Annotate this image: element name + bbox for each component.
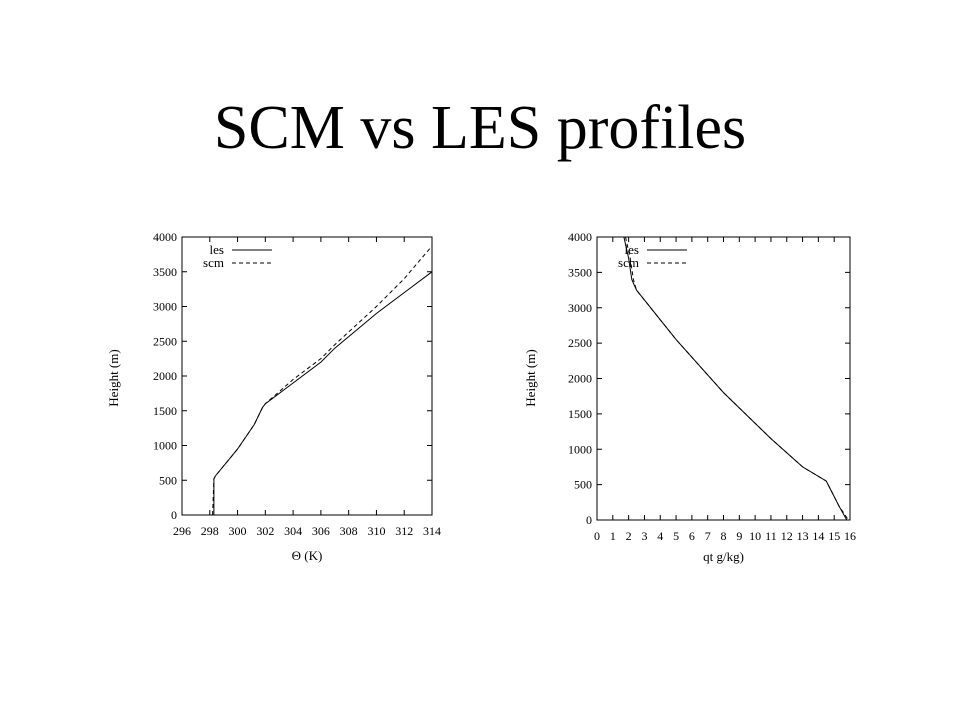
x-axis-label: qt g/kg) <box>703 549 744 564</box>
y-axis-label: Height (m) <box>106 349 121 406</box>
y-tick-label: 2500 <box>153 334 177 348</box>
y-tick-label: 2000 <box>568 372 592 386</box>
plot-frame <box>596 236 851 521</box>
x-tick-label: 9 <box>736 529 742 543</box>
x-tick-label: 310 <box>367 524 385 538</box>
y-axis-label: Height (m) <box>523 349 538 406</box>
x-tick-label: 6 <box>689 529 695 543</box>
y-tick-label: 2000 <box>153 369 177 383</box>
y-tick-label: 500 <box>159 473 177 487</box>
y-tick-label: 4000 <box>568 230 592 244</box>
y-tick-label: 0 <box>171 508 177 522</box>
x-tick-label: 16 <box>844 529 856 543</box>
plot-frame <box>181 236 433 516</box>
x-tick-label: 314 <box>423 524 441 538</box>
x-tick-label: 11 <box>765 529 777 543</box>
y-tick-label: 4000 <box>153 230 177 244</box>
x-tick-label: 2 <box>626 529 632 543</box>
series-line-les <box>213 271 433 515</box>
x-tick-label: 1 <box>610 529 616 543</box>
x-tick-label: 302 <box>256 524 274 538</box>
x-tick-label: 312 <box>395 524 413 538</box>
y-tick-label: 1000 <box>153 439 177 453</box>
y-tick-label: 3000 <box>568 301 592 315</box>
legend-label-scm: scm <box>203 255 224 270</box>
y-tick-label: 3000 <box>153 300 177 314</box>
y-tick-label: 0 <box>586 513 592 527</box>
legend-label-scm: scm <box>618 255 639 270</box>
series-line-scm <box>212 245 433 516</box>
x-tick-label: 3 <box>641 529 647 543</box>
x-tick-label: 304 <box>284 524 302 538</box>
chart-theta-profile: 0 500 1000 1500 2000 2500 3000 3500 4000 296 298 30… <box>106 230 441 563</box>
legend-label-les: les <box>210 242 224 257</box>
x-tick-label: 298 <box>201 524 219 538</box>
slide-title: SCM vs LES profiles <box>213 94 747 162</box>
x-tick-label: 15 <box>828 529 840 543</box>
x-tick-label: 5 <box>673 529 679 543</box>
x-tick-label: 308 <box>340 524 358 538</box>
legend-label-les: les <box>625 242 639 257</box>
series-line-les <box>623 236 848 521</box>
x-tick-label: 4 <box>657 529 663 543</box>
x-tick-label: 10 <box>749 529 761 543</box>
y-tick-label: 1500 <box>568 407 592 421</box>
x-tick-label: 14 <box>812 529 824 543</box>
x-axis-label: Θ (K) <box>292 548 323 563</box>
y-tick-label: 1500 <box>153 404 177 418</box>
y-tick-label: 500 <box>574 478 592 492</box>
x-tick-label: 296 <box>173 524 191 538</box>
x-tick-label: 8 <box>721 529 727 543</box>
x-tick-label: 12 <box>781 529 793 543</box>
y-tick-label: 1000 <box>568 442 592 456</box>
x-tick-label: 0 <box>594 529 600 543</box>
series-line-scm <box>625 236 849 521</box>
y-tick-label: 3500 <box>153 265 177 279</box>
x-tick-label: 13 <box>797 529 809 543</box>
x-tick-label: 300 <box>229 524 247 538</box>
x-tick-label: 7 <box>705 529 711 543</box>
y-tick-label: 2500 <box>568 336 592 350</box>
x-tick-label: 306 <box>312 524 330 538</box>
y-tick-label: 3500 <box>568 265 592 279</box>
